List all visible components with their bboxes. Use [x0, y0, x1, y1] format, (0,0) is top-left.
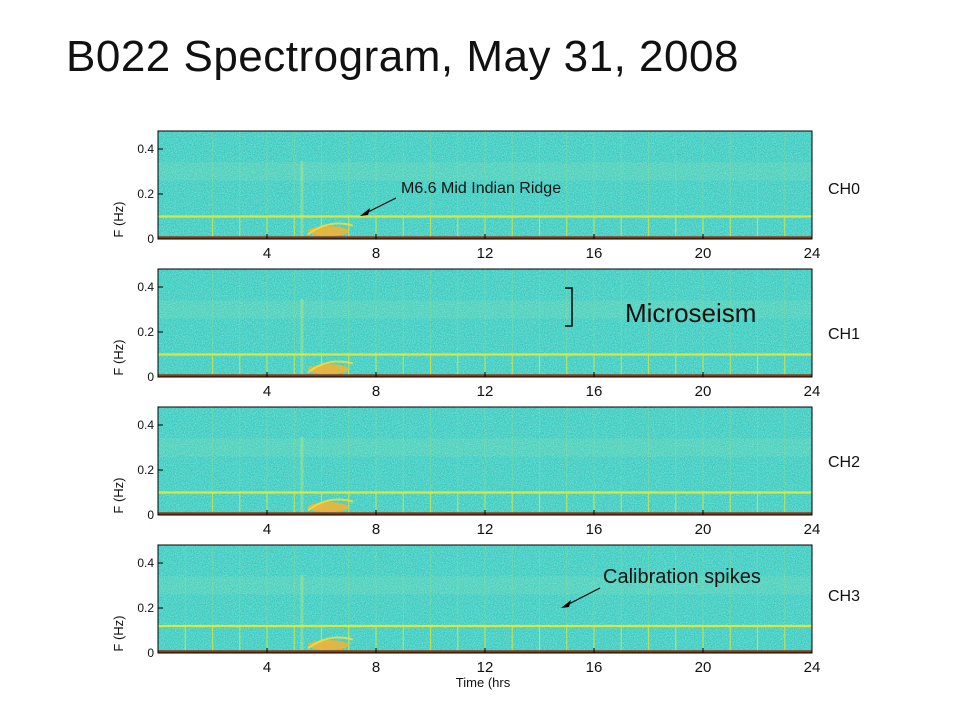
y-tick-label: 0: [147, 370, 154, 384]
channel-label: CH0: [828, 181, 860, 198]
page-title: B022 Spectrogram, May 31, 2008: [66, 32, 739, 81]
y-tick-label: 0: [147, 232, 154, 246]
x-tick-label: 16: [586, 383, 603, 400]
y-tick-label: 0: [147, 646, 154, 660]
x-tick-label: 24: [804, 245, 821, 262]
x-tick-label: 20: [695, 245, 712, 262]
x-tick-label: 20: [695, 521, 712, 538]
y-axis-label: F (Hz): [111, 340, 126, 376]
x-tick-label: 4: [263, 659, 271, 676]
x-axis-label: Time (hrs: [456, 675, 511, 690]
x-tick-label: 12: [477, 521, 494, 538]
y-axis-label: F (Hz): [111, 616, 126, 652]
x-tick-label: 16: [586, 659, 603, 676]
x-tick-label: 8: [372, 521, 380, 538]
channel-label: CH2: [828, 454, 860, 471]
y-tick-label: 0.4: [137, 280, 154, 294]
y-tick-label: 0.4: [137, 556, 154, 570]
annotation-earthquake: M6.6 Mid Indian Ridge: [401, 180, 561, 197]
event-arc: [307, 360, 354, 374]
x-tick-label: 12: [477, 659, 494, 676]
y-tick-label: 0.4: [137, 142, 154, 156]
y-tick-label: 0.2: [137, 187, 154, 201]
x-tick-label: 8: [372, 383, 380, 400]
y-axis-label: F (Hz): [111, 202, 126, 238]
x-tick-label: 24: [804, 383, 821, 400]
channel-label: CH1: [828, 326, 860, 343]
y-tick-label: 0.4: [137, 418, 154, 432]
y-tick-label: 0: [147, 508, 154, 522]
spectrogram-panel-ch3: 4 8 12 16 20 24 0 0.2 0.4 F (Hz) CH3 Time (hrs: [111, 544, 860, 690]
channel-label: CH3: [828, 588, 860, 605]
x-tick-label: 20: [695, 383, 712, 400]
microseism-band: [158, 300, 812, 319]
event-arc: [307, 222, 354, 236]
arrowhead: [561, 600, 571, 608]
x-tick-label: 8: [372, 659, 380, 676]
x-tick-label: 4: [263, 383, 271, 400]
microseism-band: [158, 162, 812, 181]
annotation-microseism: Microseism: [625, 298, 756, 328]
x-tick-label: 24: [804, 659, 821, 676]
x-tick-label: 12: [477, 245, 494, 262]
x-tick-label: 16: [586, 521, 603, 538]
microseism-band: [158, 576, 812, 595]
annotation-calibration: Calibration spikes: [603, 566, 761, 588]
y-axis-label: F (Hz): [111, 478, 126, 514]
microseism-band: [158, 438, 812, 457]
spectrogram-panel-ch2: 4 8 12 16 20 24 0 0.2 0.4 F (Hz) CH2: [111, 406, 860, 538]
x-tick-label: 20: [695, 659, 712, 676]
event-arc: [307, 636, 354, 650]
y-tick-label: 0.2: [137, 463, 154, 477]
spectrogram-panel-ch1: 4 8 12 16 20 24 0 0.2 0.4 F (Hz) CH1: [111, 268, 860, 400]
arrowhead: [360, 208, 370, 216]
x-tick-label: 12: [477, 383, 494, 400]
event-arc: [307, 498, 354, 512]
x-tick-label: 4: [263, 245, 271, 262]
annotation-arrow: [564, 587, 601, 607]
y-tick-label: 0.2: [137, 325, 154, 339]
spectrogram-panel-ch0: 4 8 12 16 20 24 0 0.2 0.4 F (Hz) CH0: [111, 130, 860, 262]
annotation-arrow: [363, 197, 397, 215]
x-tick-label: 8: [372, 245, 380, 262]
microseism-bracket: [565, 287, 573, 327]
x-tick-label: 4: [263, 521, 271, 538]
y-tick-label: 0.2: [137, 601, 154, 615]
x-tick-label: 16: [586, 245, 603, 262]
x-tick-label: 24: [804, 521, 821, 538]
